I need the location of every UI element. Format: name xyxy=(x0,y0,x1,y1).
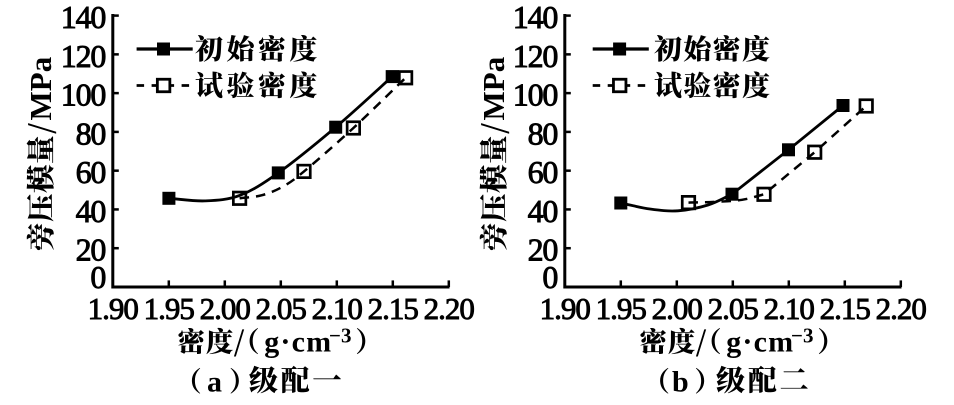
svg-text:140: 140 xyxy=(61,0,106,35)
svg-text:a: a xyxy=(207,366,222,399)
svg-text:2.05: 2.05 xyxy=(256,291,307,326)
svg-text:0: 0 xyxy=(90,259,105,295)
svg-text:120: 120 xyxy=(61,38,106,74)
svg-text:2.00: 2.00 xyxy=(652,291,703,326)
svg-text:1.95: 1.95 xyxy=(144,291,195,326)
svg-text:g·cm: g·cm xyxy=(726,326,794,359)
svg-text:2.20: 2.20 xyxy=(876,291,927,326)
svg-text:20: 20 xyxy=(528,232,558,268)
svg-text:100: 100 xyxy=(513,77,558,113)
svg-text:60: 60 xyxy=(528,154,558,190)
svg-text:2.15: 2.15 xyxy=(368,291,419,326)
svg-text:2.00: 2.00 xyxy=(200,291,251,326)
svg-text:2.15: 2.15 xyxy=(820,291,871,326)
svg-text:80: 80 xyxy=(76,115,106,151)
svg-text:140: 140 xyxy=(513,0,558,35)
svg-text:40: 40 xyxy=(528,193,558,229)
svg-text:60: 60 xyxy=(76,154,106,190)
svg-text:b: b xyxy=(672,366,689,399)
svg-text:g·cm: g·cm xyxy=(264,326,332,359)
svg-text:1.95: 1.95 xyxy=(596,291,647,326)
svg-text:2.20: 2.20 xyxy=(424,291,475,326)
svg-text:MPa: MPa xyxy=(23,56,58,120)
svg-text:1.90: 1.90 xyxy=(540,291,591,326)
svg-text:−3: −3 xyxy=(791,324,813,348)
svg-text:80: 80 xyxy=(528,115,558,151)
svg-text:2.10: 2.10 xyxy=(312,291,363,326)
svg-text:20: 20 xyxy=(76,232,106,268)
svg-text:−3: −3 xyxy=(329,324,351,348)
svg-text:100: 100 xyxy=(61,77,106,113)
svg-text:2.05: 2.05 xyxy=(708,291,759,326)
svg-text:40: 40 xyxy=(76,193,106,229)
svg-text:MPa: MPa xyxy=(476,56,511,120)
svg-text:1.90: 1.90 xyxy=(88,291,139,326)
svg-text:0: 0 xyxy=(542,259,557,295)
svg-text:120: 120 xyxy=(513,38,558,74)
svg-text:2.10: 2.10 xyxy=(764,291,815,326)
